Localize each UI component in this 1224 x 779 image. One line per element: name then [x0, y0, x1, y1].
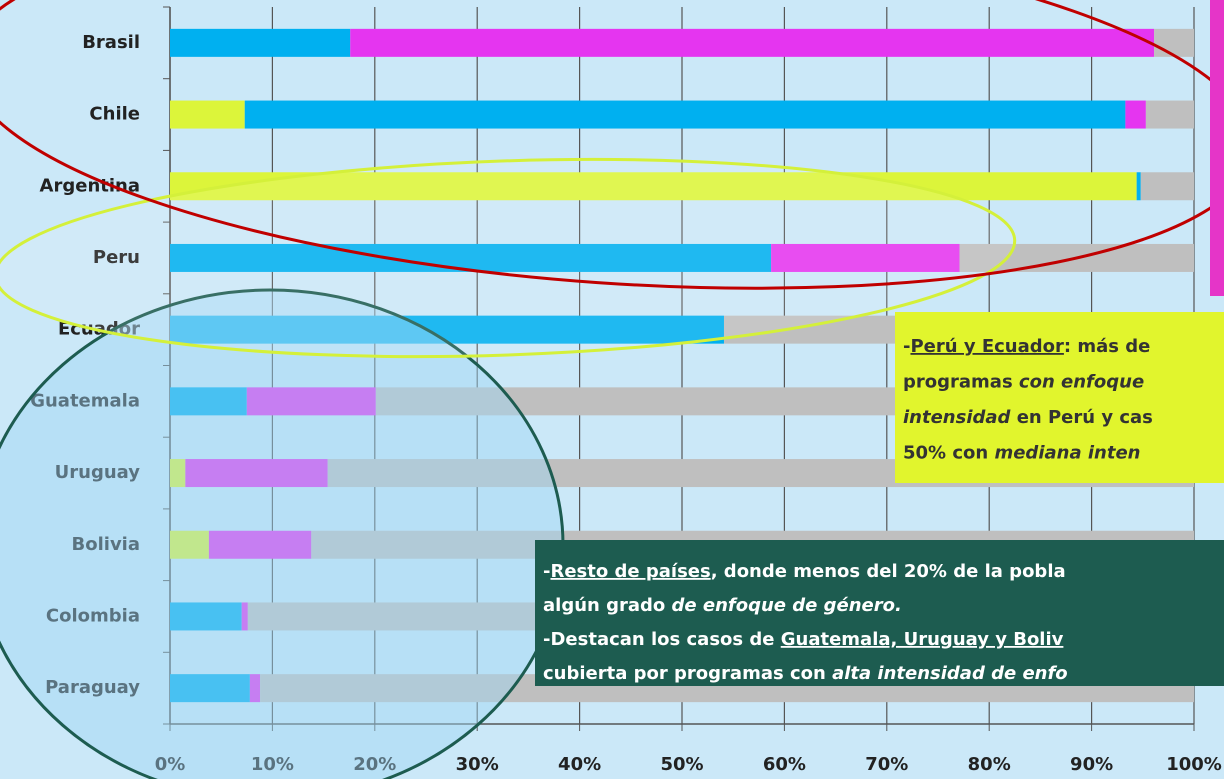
bar-segment — [170, 172, 1137, 201]
bar-segment — [350, 28, 1155, 57]
x-tick-label: 20% — [353, 754, 396, 775]
annotation-segment: mediana inten — [994, 443, 1140, 464]
bar-segment — [208, 530, 312, 559]
bar-segment — [170, 387, 247, 416]
x-tick-label: 100% — [1166, 754, 1222, 775]
annotation-segment: algún grado — [543, 595, 672, 616]
bar-segment — [170, 674, 250, 703]
bar-segment — [170, 602, 242, 631]
annotation-text: cubierta por programas con alta intensid… — [543, 663, 1068, 684]
bar-segment — [1140, 172, 1194, 201]
y-tick-label: Chile — [89, 104, 140, 125]
bar-segment — [771, 243, 960, 272]
annotation-segment: Perú y Ecuador — [910, 336, 1064, 357]
y-tick-label: Brasil — [82, 32, 140, 53]
highlight-ellipse — [0, 0, 1224, 290]
annotation-segment: de enfoque de género. — [672, 595, 902, 616]
annotation-segment: Resto de países — [550, 561, 710, 582]
y-tick-label: Argentina — [40, 175, 140, 196]
annotation-segment: - — [903, 336, 910, 357]
bar-segment — [1154, 28, 1194, 57]
x-tick-label: 40% — [558, 754, 601, 775]
annotation-segment: con enfoque — [1019, 372, 1144, 393]
annotation-box — [535, 540, 1224, 686]
annotation-segment: alta intensidad de enfo — [832, 663, 1068, 684]
bar-segment — [185, 459, 328, 488]
bar-segment — [246, 387, 376, 416]
annotation-segment: -Destacan los casos de — [543, 629, 781, 650]
side-box — [1210, 0, 1224, 296]
annotation-segment: : más de — [1064, 336, 1150, 357]
highlight-ellipse — [0, 157, 1017, 359]
annotation-segment: - — [543, 561, 550, 582]
y-tick-label: Paraguay — [45, 677, 140, 698]
x-tick-label: 90% — [1070, 754, 1113, 775]
annotation-text: algún grado de enfoque de género. — [543, 595, 902, 616]
bar-segment — [241, 602, 248, 631]
bar-segment — [170, 315, 724, 344]
bar-segment — [170, 530, 209, 559]
bar-segment — [170, 243, 772, 272]
x-tick-label: 60% — [763, 754, 806, 775]
y-tick-label: Guatemala — [30, 390, 140, 411]
y-tick-label: Bolivia — [72, 534, 140, 555]
bar-segment — [170, 28, 351, 57]
annotation-segment: Guatemala, Uruguay y Boliv — [781, 629, 1064, 650]
annotation-text: -Destacan los casos de Guatemala, Urugua… — [543, 629, 1064, 650]
annotation-text: programas con enfoque — [903, 372, 1144, 393]
y-tick-label: Uruguay — [55, 462, 141, 483]
x-tick-label: 80% — [968, 754, 1011, 775]
bar-segment — [170, 100, 245, 129]
bar-segment — [249, 674, 261, 703]
y-tick-label: Peru — [93, 247, 140, 268]
annotation-text: -Perú y Ecuador: más de — [903, 336, 1150, 357]
x-tick-label: 10% — [251, 754, 294, 775]
bar-segment — [1136, 172, 1141, 201]
bar-segment — [244, 100, 1126, 129]
x-tick-label: 70% — [865, 754, 908, 775]
annotation-segment: intensidad — [903, 407, 1012, 428]
x-tick-label: 50% — [660, 754, 703, 775]
annotation-segment: cubierta por programas con — [543, 663, 832, 684]
annotation-text: 50% con mediana inten — [903, 443, 1140, 464]
annotation-segment: programas — [903, 372, 1019, 393]
x-tick-label: 30% — [456, 754, 499, 775]
bar-segment — [1125, 100, 1146, 129]
x-tick-label: 0% — [155, 754, 186, 775]
annotation-segment: 50% con — [903, 443, 994, 464]
bar-segment — [1145, 100, 1194, 129]
annotation-text: intensidad en Perú y cas — [903, 407, 1153, 428]
y-tick-label: Colombia — [46, 605, 140, 626]
annotation-segment: , donde menos del 20% de la pobla — [711, 561, 1066, 582]
annotation-box — [895, 312, 1224, 483]
bar-segment — [170, 459, 186, 488]
annotation-segment: en Perú y cas — [1010, 407, 1152, 428]
annotation-text: -Resto de países, donde menos del 20% de… — [543, 561, 1066, 582]
